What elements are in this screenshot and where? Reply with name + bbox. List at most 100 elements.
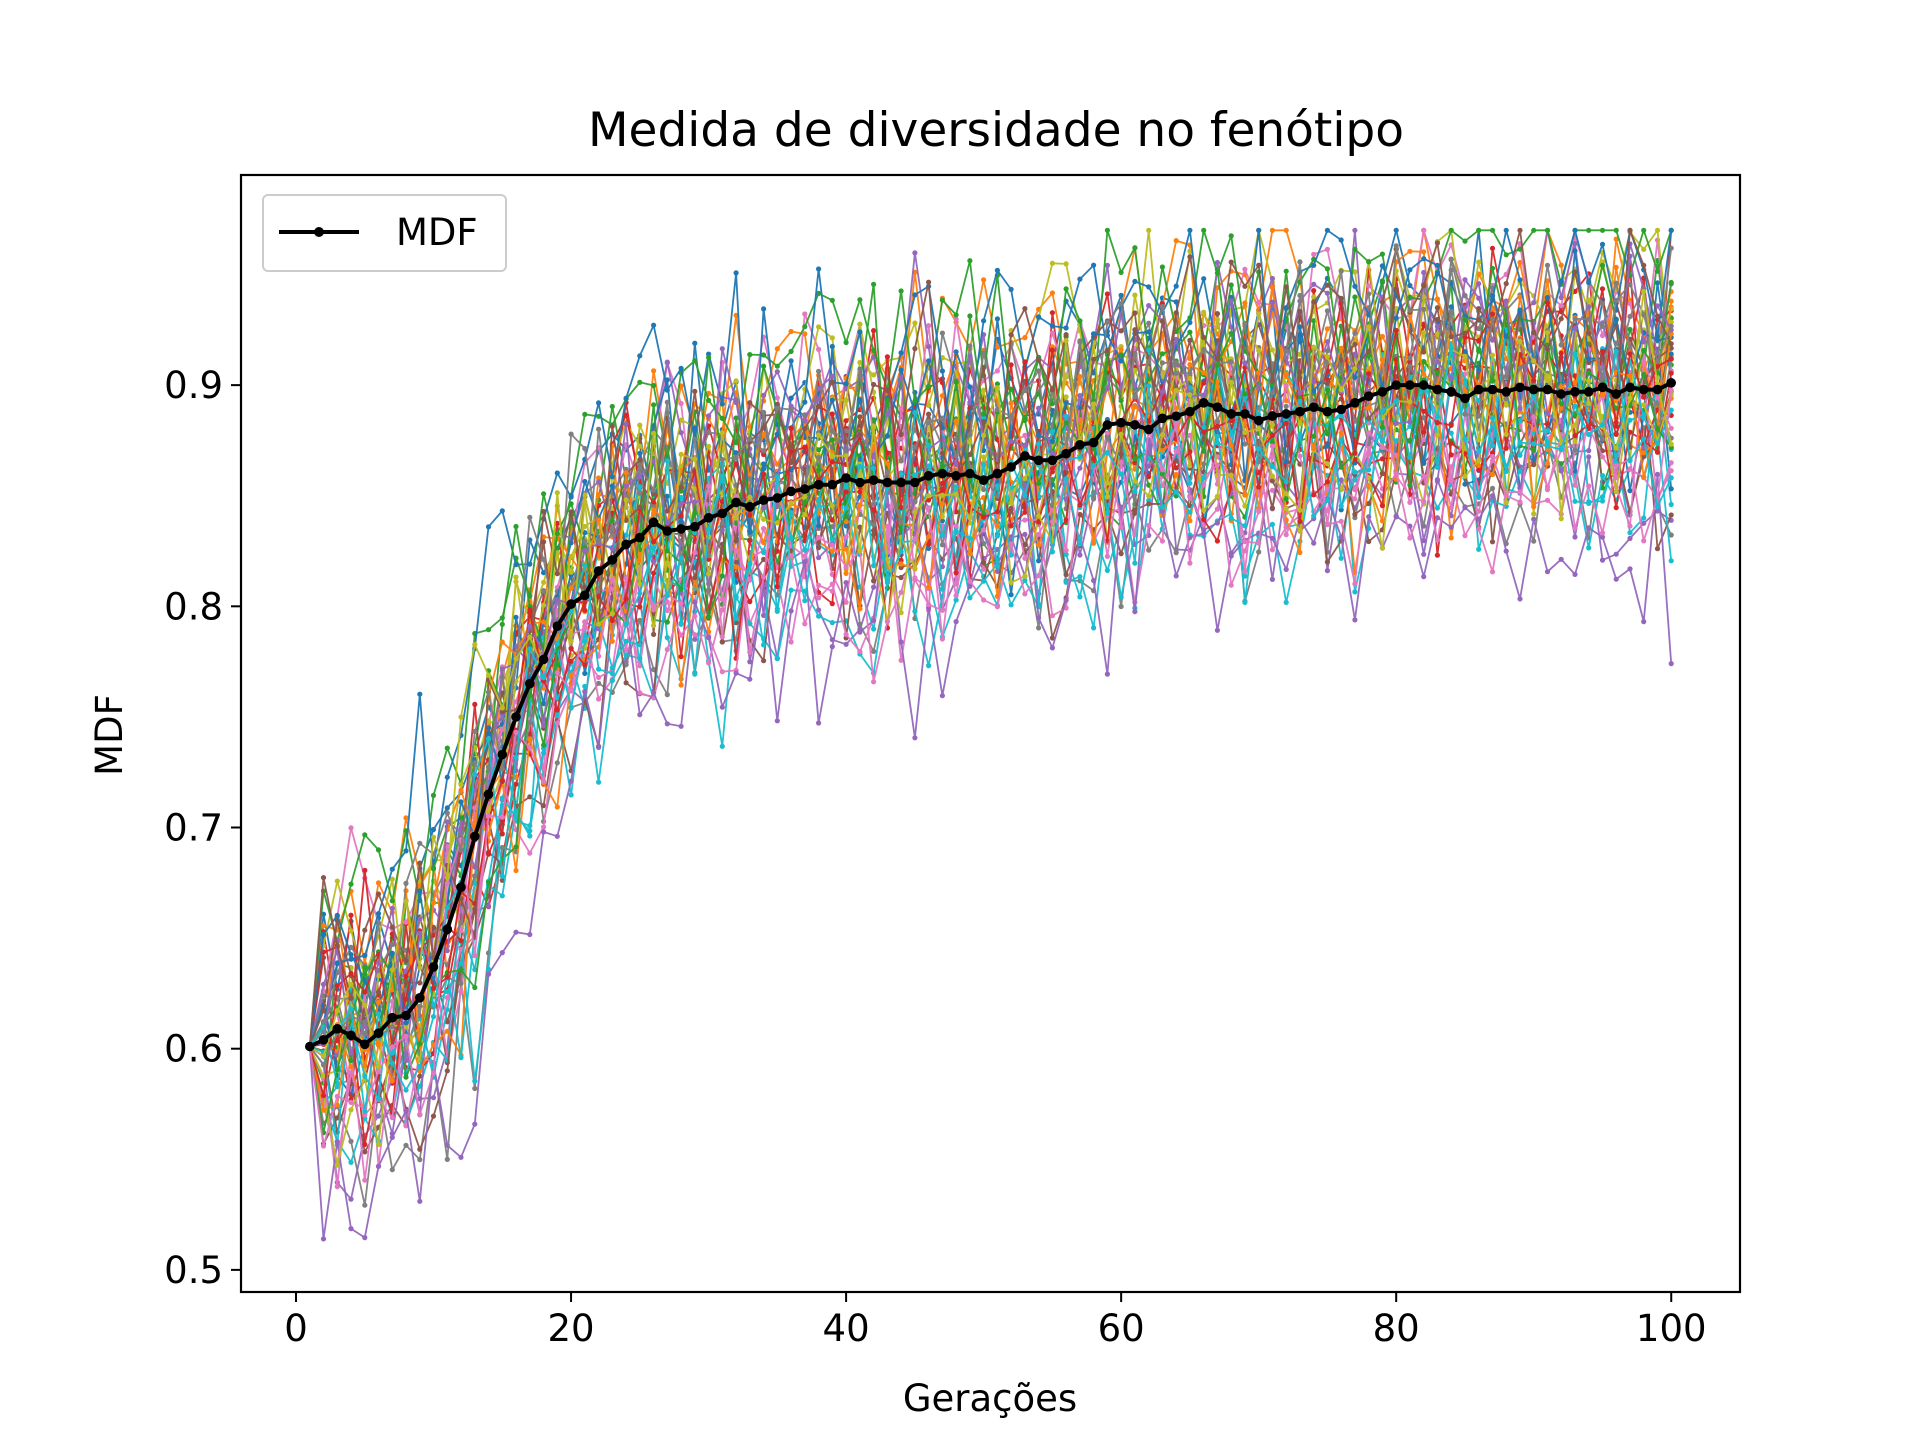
- run-point: [1036, 625, 1042, 631]
- run-point: [1214, 520, 1220, 526]
- run-point: [1503, 499, 1509, 506]
- run-point: [1586, 280, 1592, 286]
- run-point: [1558, 316, 1564, 322]
- run-point: [403, 979, 409, 986]
- run-point: [582, 607, 588, 613]
- run-point: [651, 322, 657, 328]
- run-point: [458, 847, 464, 853]
- run-point: [1434, 323, 1440, 330]
- run-point: [637, 604, 643, 610]
- run-point: [1421, 371, 1427, 377]
- run-point: [485, 971, 492, 977]
- run-point: [843, 484, 849, 490]
- run-point: [1379, 278, 1385, 284]
- run-point: [1022, 407, 1028, 413]
- run-point: [747, 676, 753, 682]
- run-point: [1311, 262, 1317, 268]
- run-point: [1022, 359, 1028, 365]
- run-point: [444, 1142, 450, 1148]
- run-point: [967, 451, 973, 458]
- run-point: [678, 451, 684, 457]
- run-point: [1352, 294, 1358, 300]
- run-point: [1201, 448, 1207, 454]
- run-point: [774, 656, 780, 662]
- run-point: [747, 599, 753, 605]
- run-point: [417, 1073, 423, 1079]
- run-point: [816, 397, 822, 403]
- run-point: [939, 607, 946, 613]
- run-point: [939, 393, 946, 399]
- run-point: [1668, 532, 1674, 538]
- run-point: [444, 1068, 450, 1074]
- run-point: [1338, 295, 1344, 301]
- run-point: [1366, 348, 1372, 355]
- run-point: [651, 690, 657, 696]
- run-point: [802, 494, 808, 500]
- run-point: [1448, 422, 1454, 428]
- run-point: [871, 453, 877, 460]
- run-point: [733, 461, 739, 467]
- run-point: [1283, 506, 1289, 512]
- run-point: [513, 656, 519, 662]
- run-point: [389, 1044, 395, 1050]
- run-point: [981, 419, 987, 425]
- run-point: [1311, 445, 1317, 451]
- run-point: [829, 373, 835, 379]
- run-point: [1366, 451, 1372, 457]
- run-point: [1008, 286, 1014, 292]
- run-point: [1434, 297, 1440, 303]
- run-point: [1214, 627, 1220, 633]
- run-point: [926, 419, 932, 426]
- run-point: [871, 281, 877, 287]
- run-point: [884, 387, 891, 393]
- run-point: [1379, 438, 1385, 444]
- run-point: [939, 542, 946, 548]
- run-point: [1627, 395, 1633, 401]
- run-point: [375, 1141, 382, 1148]
- run-point: [1228, 553, 1234, 559]
- run-point: [1036, 357, 1042, 363]
- run-point: [1063, 394, 1069, 400]
- run-point: [1036, 314, 1042, 320]
- run-point: [596, 538, 602, 544]
- run-point: [430, 1014, 437, 1020]
- run-point: [1338, 477, 1344, 483]
- run-point: [403, 1108, 409, 1114]
- run-point: [1146, 359, 1152, 365]
- run-point: [1214, 362, 1220, 368]
- run-point: [320, 1008, 327, 1014]
- run-point: [1517, 259, 1523, 266]
- run-point: [1572, 422, 1578, 428]
- run-point: [1311, 251, 1317, 257]
- run-point: [417, 930, 423, 936]
- run-point: [1132, 310, 1138, 316]
- run-point: [843, 631, 849, 638]
- run-point: [513, 614, 519, 620]
- run-point: [1324, 559, 1330, 565]
- run-point: [912, 320, 918, 326]
- run-point: [1187, 362, 1193, 368]
- run-point: [1393, 513, 1399, 519]
- run-point: [527, 736, 533, 742]
- run-point: [348, 1196, 354, 1202]
- run-point: [1008, 414, 1014, 420]
- run-point: [1544, 569, 1551, 575]
- run-point: [1091, 401, 1097, 407]
- run-point: [554, 571, 560, 577]
- run-point: [1063, 547, 1069, 554]
- run-point: [1503, 445, 1509, 451]
- run-point: [430, 866, 437, 872]
- run-point: [843, 418, 849, 424]
- run-point: [568, 646, 574, 652]
- run-point: [1228, 359, 1234, 365]
- run-point: [1531, 377, 1537, 383]
- run-point: [1104, 510, 1110, 516]
- run-point: [788, 587, 794, 593]
- run-point: [499, 844, 505, 851]
- run-point: [1063, 597, 1069, 603]
- run-point: [829, 297, 835, 303]
- run-point: [1379, 424, 1385, 430]
- run-point: [1641, 394, 1647, 400]
- run-point: [816, 720, 822, 726]
- run-point: [1366, 415, 1372, 421]
